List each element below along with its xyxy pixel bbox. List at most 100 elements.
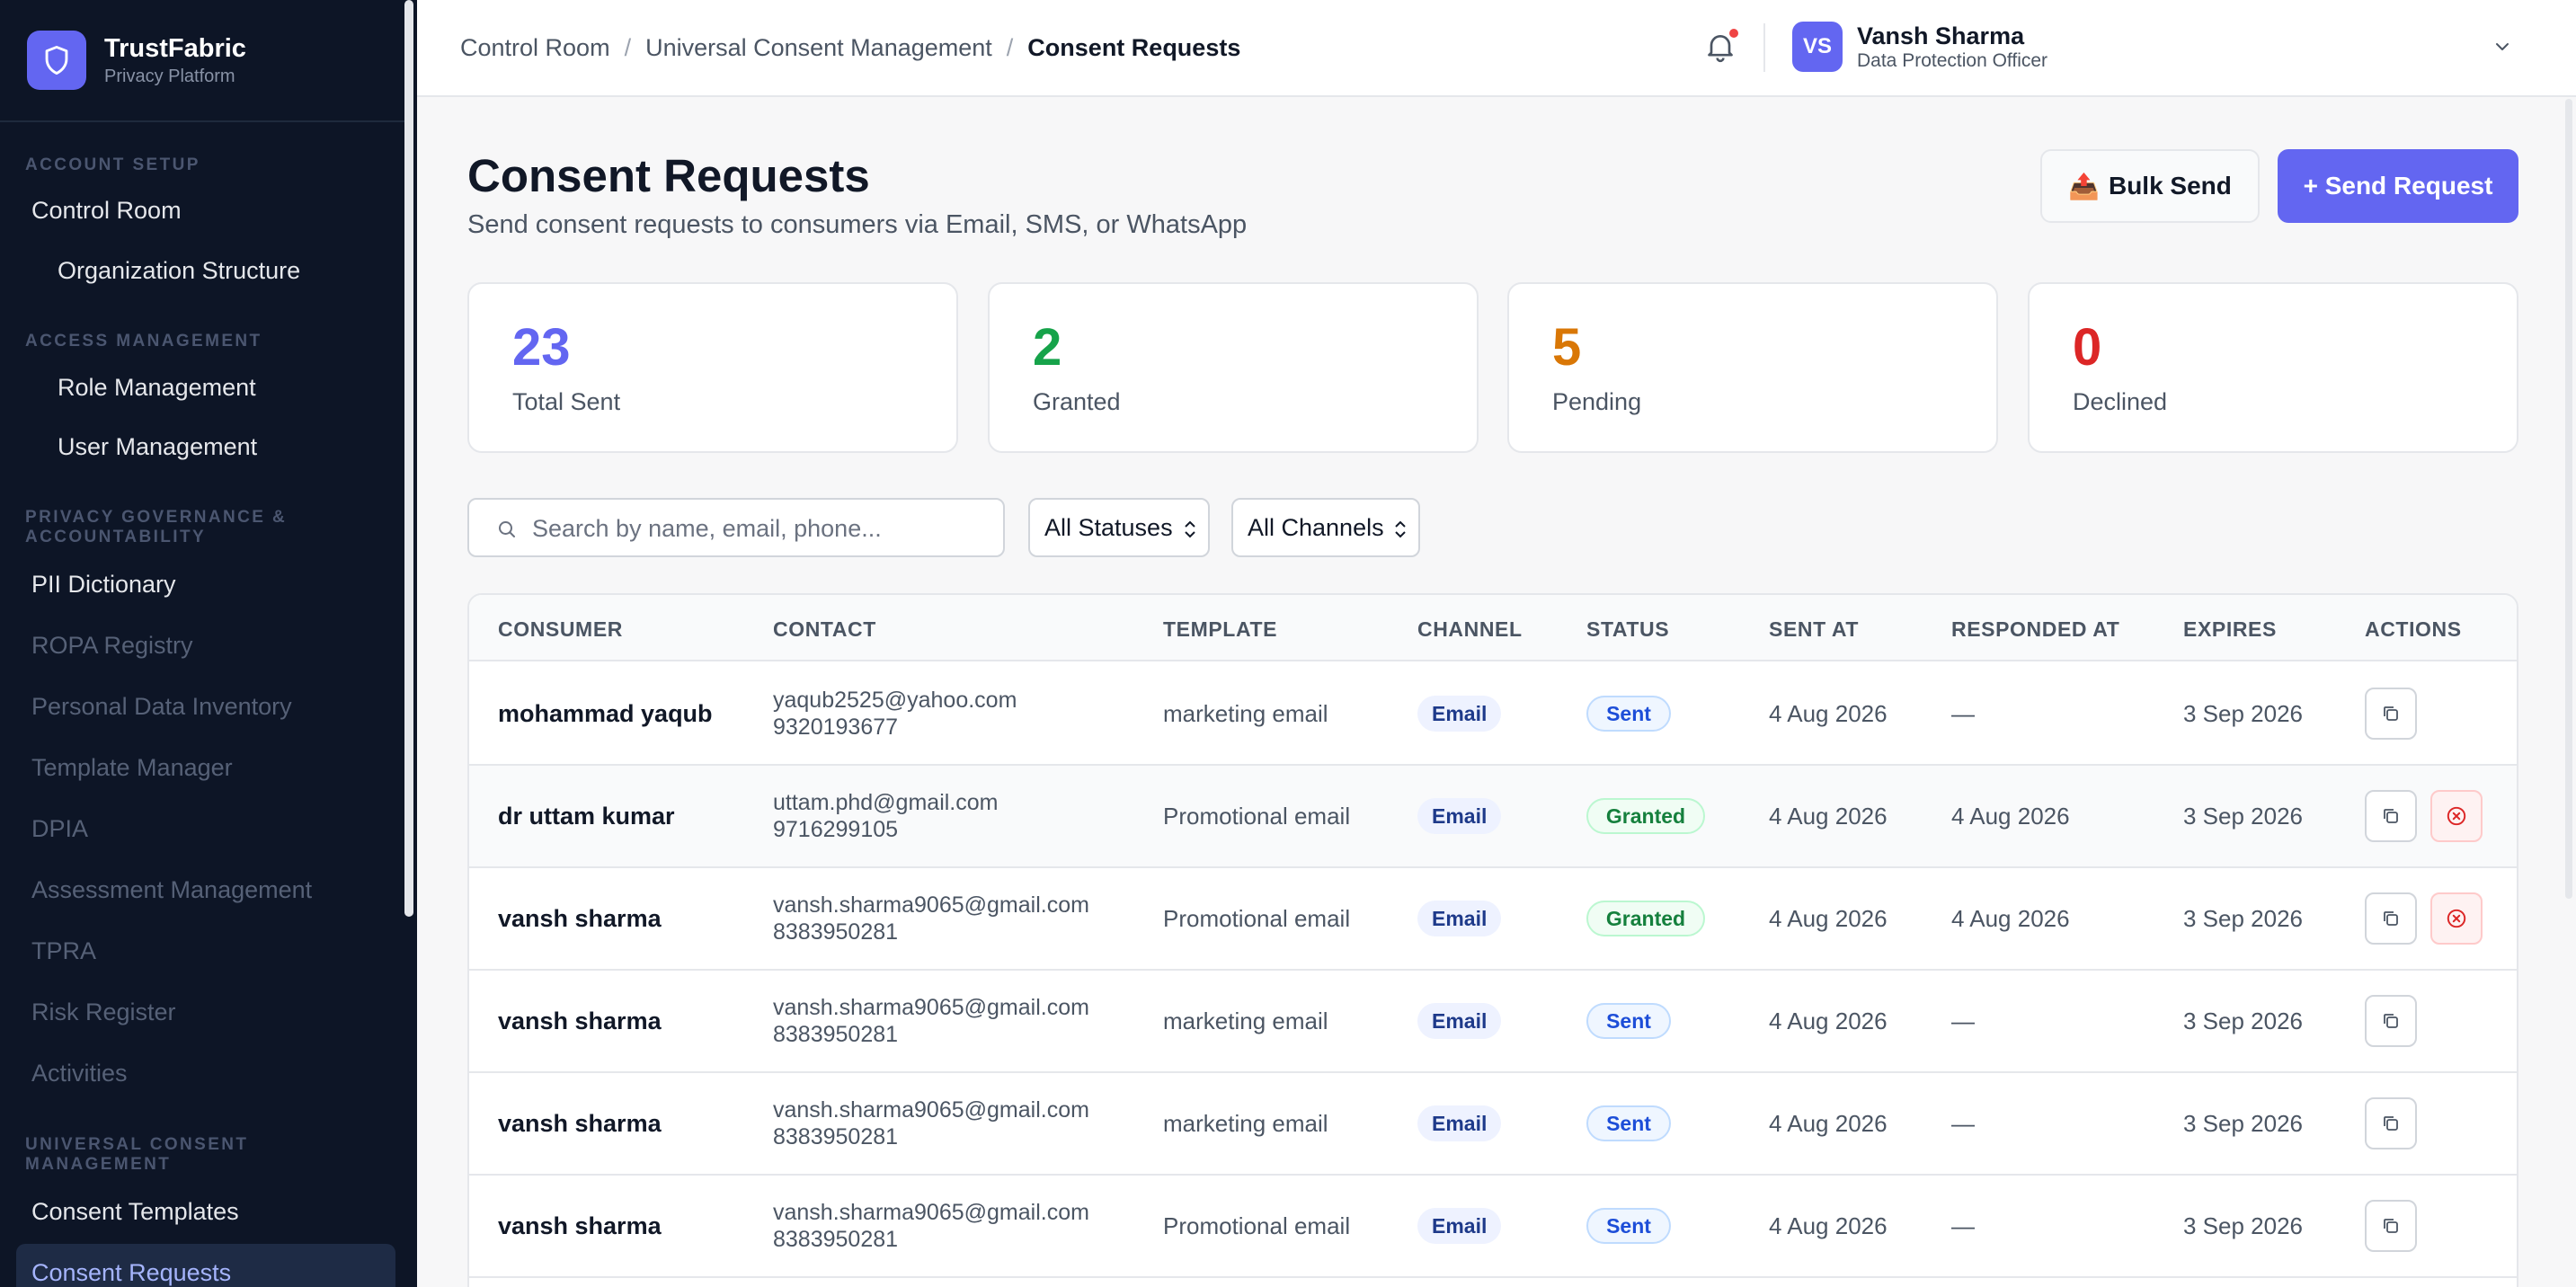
sidebar-item-personal-data-inventory[interactable]: Personal Data Inventory <box>31 693 292 720</box>
select-arrows-icon <box>1185 520 1195 538</box>
sent-at: 4 Aug 2026 <box>1769 1007 1888 1034</box>
copy-link-button[interactable] <box>2365 688 2417 740</box>
copy-link-button[interactable] <box>2365 892 2417 945</box>
bell-icon[interactable] <box>1702 29 1738 65</box>
consumer-name: vansh sharma <box>498 1212 662 1239</box>
sidebar-item-consent-requests[interactable]: Consent Requests <box>31 1259 232 1286</box>
contact-phone: 8383950281 <box>773 1227 899 1252</box>
contact-phone: 9320193677 <box>773 715 899 740</box>
stat-card-declined: 0 Declined <box>2028 282 2518 453</box>
revoke-button[interactable] <box>2430 790 2483 842</box>
sent-at: 4 Aug 2026 <box>1769 905 1888 932</box>
send-request-button[interactable]: + Send Request <box>2278 149 2518 223</box>
template-name: marketing email <box>1163 1007 1328 1034</box>
sidebar-item-template-manager[interactable]: Template Manager <box>31 754 233 781</box>
bulk-send-label: Bulk Send <box>2108 172 2232 200</box>
table-row: dr uttam kumar uttam.phd@gmail.com 9716299… <box>469 766 2517 868</box>
copy-link-button[interactable] <box>2365 790 2417 842</box>
notification-dot <box>1729 29 1738 38</box>
sidebar-item-pii-dictionary[interactable]: PII Dictionary <box>31 571 176 598</box>
contact-email: vansh.sharma9065@gmail.com <box>773 892 1089 918</box>
copy-icon <box>2380 1010 2402 1032</box>
search-box <box>467 498 1005 557</box>
breadcrumb-control-room[interactable]: Control Room <box>460 34 610 61</box>
stat-value: 0 <box>2073 318 2102 377</box>
contact-phone: 8383950281 <box>773 1022 899 1047</box>
table-row: vansh sharma vansh.sharma9065@gmail.com 83… <box>469 868 2517 971</box>
revoke-button[interactable] <box>2430 892 2483 945</box>
avatar[interactable]: VS <box>1792 22 1843 72</box>
contact-email: yaqub2525@yahoo.com <box>773 688 1017 713</box>
breadcrumb-universal-consent[interactable]: Universal Consent Management <box>645 34 992 61</box>
copy-icon <box>2380 703 2402 724</box>
copy-link-button[interactable] <box>2365 1200 2417 1252</box>
user-name[interactable]: Vansh Sharma <box>1857 22 2025 49</box>
table-row: vansh sharma vansh.sharma9065@gmail.com 83… <box>469 1176 2517 1278</box>
template-name: Promotional email <box>1163 803 1351 830</box>
stat-card-granted: 2 Granted <box>988 282 1479 453</box>
stat-label: Granted <box>1033 388 1121 415</box>
stat-value: 5 <box>1552 318 1582 377</box>
template-name: marketing email <box>1163 700 1328 727</box>
stat-card-total-sent: 23 Total Sent <box>467 282 958 453</box>
consumer-name: vansh sharma <box>498 905 662 932</box>
sidebar-item-role-management[interactable]: Role Management <box>58 374 256 401</box>
sent-at: 4 Aug 2026 <box>1769 700 1888 727</box>
inbox-tray-icon: 📤 <box>2068 172 2100 200</box>
copy-link-button[interactable] <box>2365 995 2417 1047</box>
expires-at: 3 Sep 2026 <box>2183 1212 2304 1239</box>
status-badge: Granted <box>1586 901 1705 936</box>
sidebar-item-user-management[interactable]: User Management <box>58 433 258 460</box>
column-header: EXPIRES <box>2183 617 2277 641</box>
sidebar-item-dpia[interactable]: DPIA <box>31 815 89 842</box>
responded-at: — <box>1951 1110 1975 1137</box>
expires-at: 3 Sep 2026 <box>2183 803 2304 830</box>
bulk-send-button[interactable]: 📤 Bulk Send <box>2040 149 2260 223</box>
table-header: CONSUMER CONTACT TEMPLATE CHANNEL STATUS… <box>469 595 2517 661</box>
responded-at: — <box>1951 1007 1975 1034</box>
sidebar-section-access-management: ACCESS MANAGEMENT <box>25 332 262 351</box>
breadcrumb-separator: / <box>624 34 632 61</box>
copy-link-button[interactable] <box>2365 1097 2417 1149</box>
search-icon <box>496 519 518 540</box>
brand[interactable]: TrustFabric Privacy Platform <box>0 0 415 122</box>
sidebar-item-consent-templates[interactable]: Consent Templates <box>31 1198 239 1225</box>
page-subtitle: Send consent requests to consumers via E… <box>467 210 1248 239</box>
expires-at: 3 Sep 2026 <box>2183 1110 2304 1137</box>
sidebar-scrollbar[interactable] <box>404 0 413 917</box>
channel-badge: Email <box>1417 1105 1502 1141</box>
sidebar-item-assessment-management[interactable]: Assessment Management <box>31 876 313 903</box>
column-header: CONSUMER <box>498 617 623 641</box>
status-badge: Sent <box>1586 1208 1671 1244</box>
sidebar-item-activities[interactable]: Activities <box>31 1060 128 1087</box>
consumer-name: mohammad yaqub <box>498 700 713 727</box>
channel-badge: Email <box>1417 1003 1502 1039</box>
sidebar-item-control-room[interactable]: Control Room <box>31 197 182 224</box>
sidebar-item-ropa-registry[interactable]: ROPA Registry <box>31 632 193 659</box>
brand-subtitle: Privacy Platform <box>104 67 235 86</box>
responded-at: — <box>1951 700 1975 727</box>
chevron-down-icon[interactable] <box>2492 36 2513 58</box>
sidebar-item-organization-structure[interactable]: Organization Structure <box>58 257 301 284</box>
channel-badge: Email <box>1417 696 1502 732</box>
status-filter-value: All Statuses <box>1044 513 1173 541</box>
search-input[interactable] <box>532 509 990 548</box>
responded-at: 4 Aug 2026 <box>1951 803 2070 830</box>
template-name: Promotional email <box>1163 905 1351 932</box>
sidebar-item-risk-register[interactable]: Risk Register <box>31 999 176 1025</box>
sidebar-item-tpra[interactable]: TPRA <box>31 937 97 964</box>
top-header: Control Room / Universal Consent Managem… <box>417 0 2576 97</box>
channel-filter-select[interactable]: All Channels <box>1231 498 1420 557</box>
channel-filter-value: All Channels <box>1248 513 1384 541</box>
breadcrumb-current: Consent Requests <box>1027 34 1241 61</box>
responded-at: 4 Aug 2026 <box>1951 905 2070 932</box>
breadcrumb-separator: / <box>1006 34 1014 61</box>
sent-at: 4 Aug 2026 <box>1769 1212 1888 1239</box>
consumer-name: vansh sharma <box>498 1007 662 1034</box>
breadcrumb: Control Room / Universal Consent Managem… <box>460 32 1240 63</box>
column-header: RESPONDED AT <box>1951 617 2120 641</box>
main-scrollbar[interactable] <box>2565 99 2572 899</box>
shield-icon <box>27 31 86 90</box>
sent-at: 4 Aug 2026 <box>1769 1110 1888 1137</box>
status-filter-select[interactable]: All Statuses <box>1028 498 1210 557</box>
